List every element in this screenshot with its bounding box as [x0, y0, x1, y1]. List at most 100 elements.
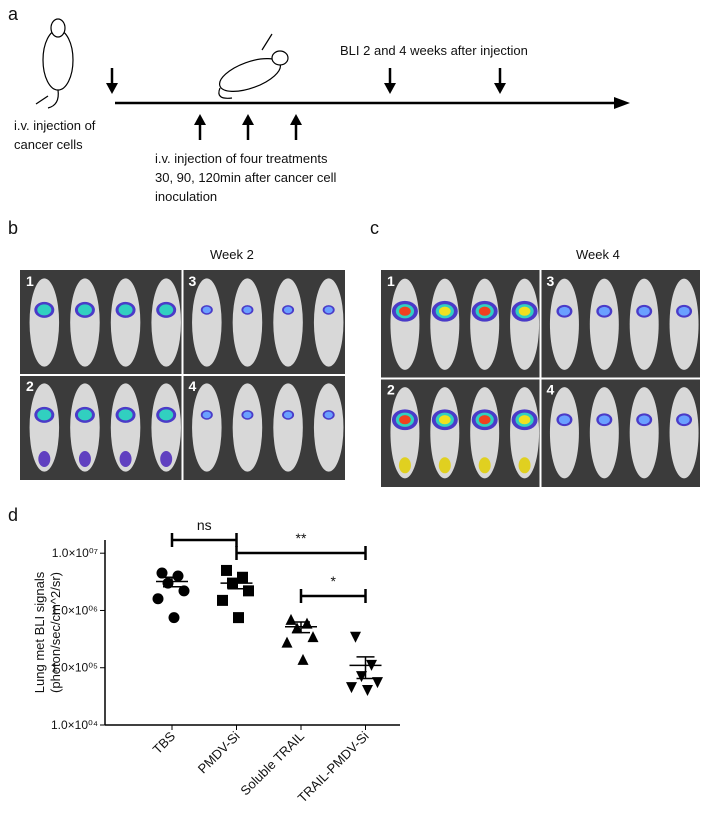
x-tick-label: PMDV-Si	[195, 728, 243, 776]
point	[350, 631, 361, 643]
signal	[243, 411, 252, 419]
mouse-drawing	[35, 18, 289, 109]
signal	[558, 306, 571, 316]
mouse	[151, 383, 181, 472]
signal	[399, 415, 411, 425]
point	[307, 631, 319, 643]
point	[301, 617, 313, 629]
signal	[324, 306, 333, 314]
error-bar	[292, 621, 310, 634]
point	[156, 567, 168, 579]
sig-label: **	[296, 530, 307, 546]
panel-title: Week 2	[210, 247, 254, 262]
group-label: 4	[547, 382, 555, 398]
point	[356, 671, 367, 683]
mouse	[70, 383, 100, 472]
mouse	[549, 278, 579, 370]
mouse	[510, 278, 540, 370]
point	[285, 613, 297, 625]
point	[291, 622, 303, 634]
signal	[598, 415, 610, 425]
signal	[324, 411, 333, 419]
panel-title: Week 4	[576, 247, 620, 262]
mouse	[232, 383, 263, 472]
error-bar	[356, 656, 375, 680]
mouse	[273, 383, 303, 472]
signal	[118, 409, 133, 421]
mouse	[510, 387, 540, 479]
signal	[159, 409, 174, 421]
signal	[202, 411, 212, 419]
signal	[119, 451, 132, 467]
signal	[37, 304, 52, 316]
signal	[478, 457, 491, 474]
sig-bracket	[235, 546, 367, 560]
signal	[478, 306, 491, 316]
signal	[159, 304, 174, 316]
signal	[399, 306, 411, 316]
sig-label: ns	[197, 517, 212, 533]
point	[297, 653, 309, 665]
group-label: 3	[189, 273, 197, 289]
signal	[37, 409, 52, 421]
mouse	[589, 278, 619, 370]
mouse	[151, 278, 181, 367]
point	[281, 636, 293, 648]
sig-bracket	[170, 533, 238, 547]
mouse	[29, 383, 60, 472]
signal	[638, 306, 650, 316]
group-label: 1	[26, 273, 34, 289]
mouse	[390, 387, 420, 479]
mouse	[192, 278, 222, 367]
treatment-text: inoculation	[155, 189, 217, 204]
mouse	[669, 387, 699, 479]
group-label: 2	[26, 378, 34, 394]
signal	[38, 451, 51, 467]
mouse	[430, 387, 460, 479]
mouse	[110, 383, 141, 472]
signal	[160, 451, 173, 467]
signal	[518, 415, 531, 425]
point	[217, 594, 228, 606]
injection-text: cancer cells	[14, 137, 83, 152]
mouse	[273, 278, 303, 367]
y-label: Lung met BLI signals	[32, 571, 47, 693]
signal	[478, 415, 491, 425]
point	[233, 612, 244, 624]
signal	[558, 415, 571, 425]
mouse	[29, 278, 60, 367]
error-bar	[163, 576, 181, 588]
signal	[438, 415, 451, 425]
point	[372, 677, 383, 689]
point	[221, 564, 232, 576]
mouse	[589, 387, 619, 479]
point	[178, 585, 190, 597]
point	[362, 685, 373, 697]
signal	[118, 304, 133, 316]
y-tick-label: 1.0×10⁰⁵	[51, 661, 98, 675]
point	[162, 577, 174, 589]
signal	[678, 415, 690, 425]
sig-label: *	[331, 573, 337, 589]
bli-text: BLI 2 and 4 weeks after injection	[340, 43, 528, 58]
mouse	[669, 278, 699, 370]
mouse	[390, 278, 420, 370]
point	[237, 571, 248, 583]
sig-bracket	[299, 589, 367, 603]
panel-label: d	[8, 505, 18, 525]
x-tick-label: Soluble TRAIL	[237, 729, 307, 799]
signal	[283, 411, 293, 419]
treatment-text: i.v. injection of four treatments	[155, 151, 328, 166]
group-label: 1	[387, 273, 395, 289]
panel-label: a	[8, 4, 19, 24]
signal	[78, 451, 91, 467]
point	[243, 585, 254, 597]
mouse	[70, 278, 100, 367]
group-label: 3	[547, 273, 555, 289]
signal	[598, 306, 610, 316]
signal	[398, 457, 411, 474]
signal	[438, 306, 451, 316]
mouse	[110, 278, 141, 367]
mouse	[629, 278, 659, 370]
mouse	[313, 383, 344, 472]
